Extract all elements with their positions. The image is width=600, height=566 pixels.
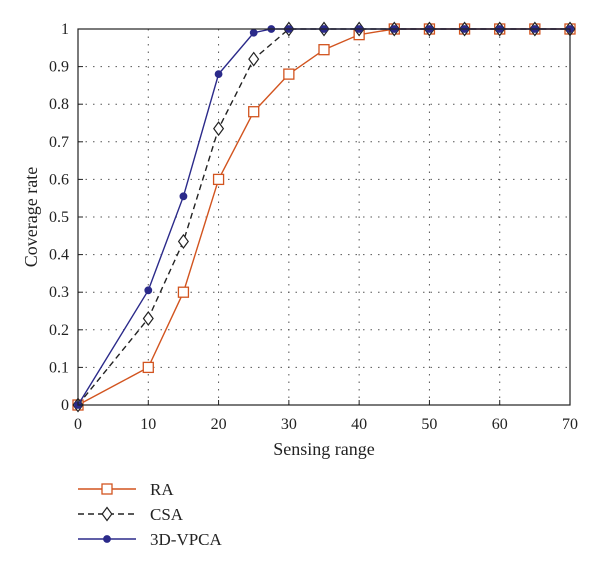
plot-frame	[77, 28, 571, 406]
grid-lines	[78, 29, 570, 405]
y-tick-label: 0.7	[49, 134, 69, 151]
legend-item-3d-vpca: 3D-VPCA	[78, 530, 223, 549]
data-point-ra	[318, 44, 330, 56]
y-tick-label: 0.3	[49, 284, 69, 301]
y-tick-label: 0.9	[49, 59, 69, 76]
legend-label: CSA	[150, 505, 184, 524]
x-tick-label: 30	[281, 416, 297, 433]
y-tick-label: 0.1	[49, 359, 69, 376]
y-tick-label: 0.2	[49, 322, 69, 339]
x-tick-label: 0	[74, 416, 82, 433]
legend-marker	[103, 535, 111, 543]
data-point-3d-vpca	[179, 192, 188, 201]
data-point-csa	[177, 233, 189, 249]
x-tick-label: 70	[562, 416, 578, 433]
series-line-3d-vpca	[77, 28, 570, 406]
y-axis-title: Coverage rate	[21, 167, 41, 267]
legend-item-ra: RA	[78, 480, 174, 499]
data-point-3d-vpca	[144, 286, 153, 295]
x-tick-label: 20	[211, 416, 227, 433]
series-line-csa	[77, 28, 570, 406]
data-point-csa	[213, 121, 225, 137]
data-point-ra	[177, 286, 190, 298]
y-tick-label: 0.4	[49, 247, 69, 264]
data-point-csa	[142, 311, 154, 327]
x-tick-label: 40	[351, 416, 367, 433]
y-tick-label: 1	[61, 21, 69, 38]
x-tick-label: 50	[421, 416, 437, 433]
tick-labels: 0 10 20 30 40 50 60 70 0 0.1 0.2 0.3 0.4 0.5 0.6 0.7 0.8…	[49, 21, 578, 433]
legend-item-csa: CSA	[78, 505, 184, 524]
legend-marker	[101, 483, 113, 495]
series-line-ra	[77, 28, 570, 406]
data-point-ra	[283, 68, 295, 80]
data-point-ra	[142, 361, 154, 374]
y-tick-label: 0.6	[49, 171, 69, 188]
data-point-csa	[248, 51, 260, 67]
y-tick-label: 0.5	[49, 209, 69, 226]
data-point-3d-vpca	[249, 28, 258, 37]
legend-marker	[101, 506, 113, 522]
x-axis-title: Sensing range	[273, 439, 374, 459]
legend-label: 3D-VPCA	[150, 530, 223, 549]
x-tick-label: 60	[492, 416, 508, 433]
y-tick-label: 0	[61, 397, 69, 414]
data-point-ra	[212, 173, 225, 186]
y-tick-label: 0.8	[49, 96, 69, 113]
legend-label: RA	[150, 480, 174, 499]
legend: RA CSA 3D-VPCA	[78, 480, 223, 549]
x-tick-label: 10	[140, 416, 156, 433]
data-point-ra	[248, 106, 260, 118]
data-point-3d-vpca	[214, 70, 223, 79]
